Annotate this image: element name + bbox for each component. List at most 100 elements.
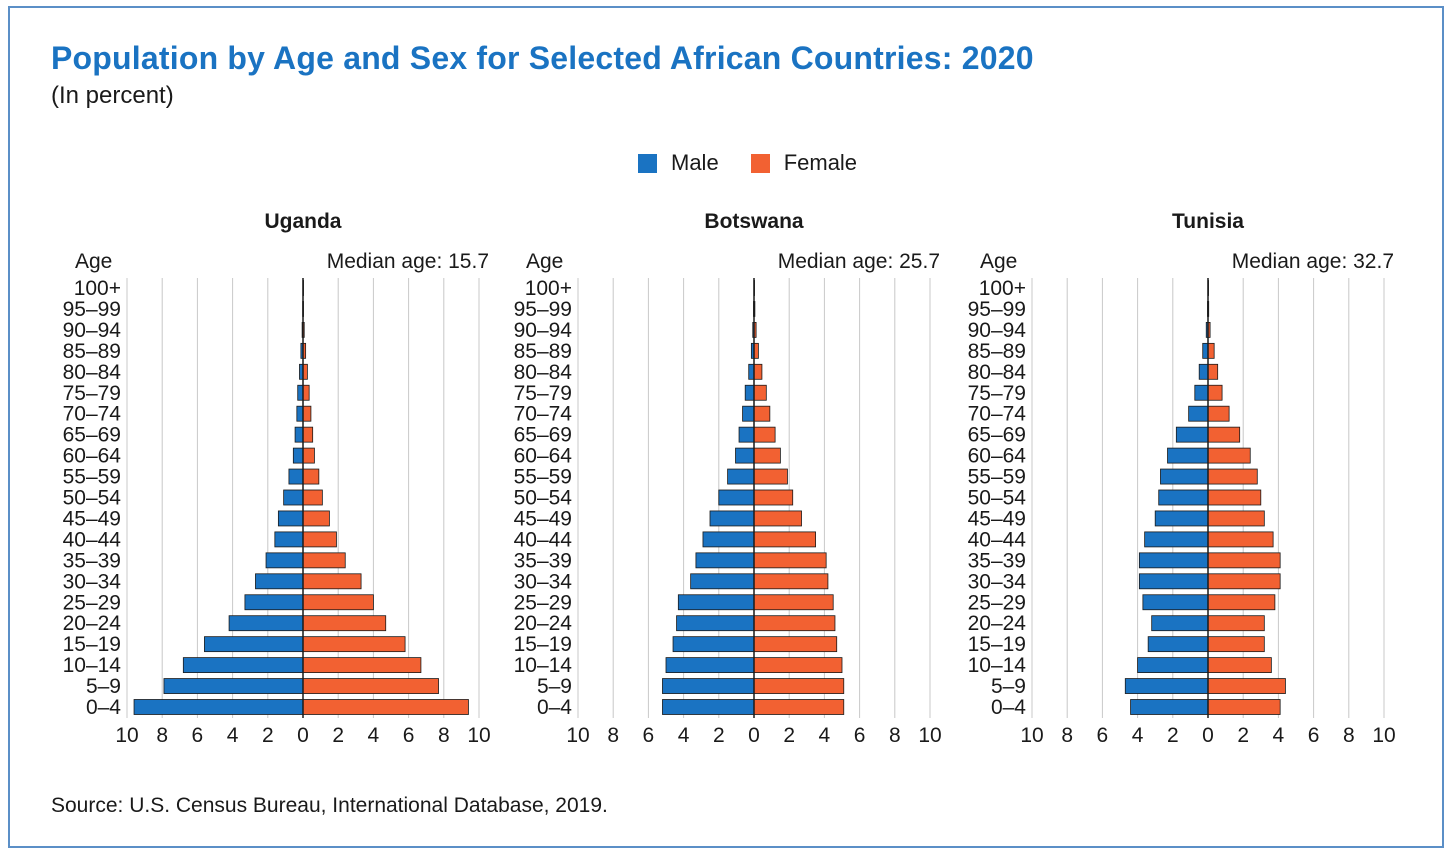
tunisia-age-label: 35–39 — [968, 549, 1026, 572]
tunisia-male-bar-45-49 — [1154, 510, 1209, 527]
botswana-male-bar-70-74 — [742, 405, 755, 422]
tunisia-female-bar-70-74 — [1207, 405, 1230, 422]
tunisia-age-label: 15–19 — [968, 633, 1026, 656]
tunisia-female-bar-65-69 — [1207, 426, 1241, 443]
tunisia-age-label: 60–64 — [968, 445, 1027, 468]
uganda-male-bar-35-39 — [265, 552, 304, 569]
legend-swatch-female — [750, 153, 770, 173]
botswana-female-bar-30-34 — [753, 573, 829, 590]
tunisia-male-bar-35-39 — [1138, 552, 1209, 569]
tunisia-male-bar-80-84 — [1198, 363, 1209, 380]
uganda-male-bar-5-9 — [163, 678, 304, 694]
legend-label-female: Female — [783, 150, 858, 175]
tunisia-x-tick-label: 2 — [1167, 724, 1179, 747]
tunisia-male-bar-15-19 — [1147, 636, 1209, 653]
uganda-female-bar-20-24 — [302, 615, 387, 632]
botswana-x-tick-label: 2 — [713, 724, 725, 747]
uganda-female-bar-15-19 — [302, 636, 406, 653]
botswana-male-bar-75-79 — [744, 384, 755, 401]
uganda-age-label: 50–54 — [63, 487, 122, 510]
tunisia-female-bar-5-9 — [1207, 678, 1286, 694]
uganda-age-label: 90–94 — [63, 319, 122, 342]
botswana-x-tick-label: 6 — [854, 724, 866, 747]
botswana-male-bar-20-24 — [676, 615, 755, 632]
uganda-x-tick-label: 8 — [438, 724, 450, 747]
botswana-age-label: 50–54 — [514, 487, 573, 510]
botswana-male-bar-5-9 — [662, 678, 755, 694]
uganda-x-tick-label: 4 — [368, 724, 380, 747]
botswana-male-bar-30-34 — [690, 573, 755, 590]
botswana-age-label: 20–24 — [514, 612, 573, 635]
tunisia-x-tick-label: 10 — [1372, 724, 1395, 747]
uganda-age-label: 25–29 — [63, 591, 121, 614]
uganda-chart-title: Uganda — [264, 210, 341, 233]
tunisia-male-bar-55-59 — [1160, 468, 1209, 485]
uganda-male-bar-60-64 — [292, 447, 304, 464]
botswana-age-label: 60–64 — [514, 445, 573, 468]
botswana-male-bar-35-39 — [695, 552, 755, 569]
uganda-male-bar-70-74 — [296, 405, 304, 422]
uganda-age-label: 20–24 — [63, 612, 122, 635]
legend-swatch-male — [638, 153, 657, 173]
botswana-male-bar-80-84 — [748, 363, 755, 380]
tunisia-male-bar-85-89 — [1202, 342, 1209, 359]
botswana-age-label: 100+ — [525, 277, 572, 300]
tunisia-female-bar-20-24 — [1207, 615, 1265, 632]
botswana-age-label: 45–49 — [514, 507, 572, 530]
botswana-age-label: 5–9 — [537, 675, 572, 698]
botswana-female-bar-15-19 — [753, 636, 838, 653]
tunisia-age-axis-label: Age — [980, 250, 1017, 273]
tunisia-male-bar-30-34 — [1138, 573, 1209, 590]
uganda-male-bar-15-19 — [204, 636, 304, 653]
tunisia-age-label: 40–44 — [968, 528, 1027, 551]
botswana-x-tick-label: 4 — [678, 724, 690, 747]
uganda-age-label: 85–89 — [63, 340, 121, 363]
botswana-female-bar-75-79 — [753, 384, 767, 401]
botswana-age-label: 0–4 — [537, 696, 572, 719]
tunisia-x-tick-label: 8 — [1343, 724, 1355, 747]
botswana-age-label: 90–94 — [514, 319, 573, 342]
botswana-male-bar-10-14 — [665, 657, 755, 673]
botswana-chart-title: Botswana — [704, 210, 804, 233]
tunisia-age-label: 100+ — [979, 277, 1026, 300]
botswana-male-bar-50-54 — [718, 489, 755, 506]
botswana-age-axis-label: Age — [526, 250, 563, 273]
tunisia-male-bar-65-69 — [1175, 426, 1209, 443]
uganda-x-tick-label: 6 — [192, 724, 204, 747]
tunisia-age-label: 65–69 — [968, 424, 1026, 447]
tunisia-male-bar-5-9 — [1124, 678, 1209, 694]
figure-frame — [8, 6, 1444, 848]
uganda-age-label: 65–69 — [63, 424, 121, 447]
botswana-age-label: 10–14 — [514, 654, 573, 677]
botswana-female-bar-80-84 — [753, 363, 763, 380]
uganda-male-bar-40-44 — [274, 531, 304, 548]
legend-item-female: Female — [750, 150, 858, 176]
botswana-median-age: Median age: 25.7 — [778, 250, 940, 273]
source-note: Source: U.S. Census Bureau, Internationa… — [51, 794, 608, 817]
botswana-female-bar-55-59 — [753, 468, 788, 485]
tunisia-chart-title: Tunisia — [1172, 210, 1244, 233]
tunisia-x-tick-label: 4 — [1132, 724, 1144, 747]
botswana-x-tick-label: 6 — [643, 724, 655, 747]
uganda-age-label: 5–9 — [86, 675, 121, 698]
botswana-male-bar-0-4 — [662, 699, 755, 715]
tunisia-female-bar-85-89 — [1207, 342, 1215, 359]
tunisia-female-bar-80-84 — [1207, 363, 1219, 380]
uganda-female-bar-40-44 — [302, 531, 337, 548]
uganda-age-label: 70–74 — [63, 403, 122, 426]
tunisia-female-bar-10-14 — [1207, 657, 1272, 673]
botswana-male-bar-55-59 — [727, 468, 755, 485]
uganda-age-label: 100+ — [74, 277, 121, 300]
uganda-male-bar-45-49 — [277, 510, 304, 527]
tunisia-male-bar-50-54 — [1158, 489, 1209, 506]
tunisia-male-bar-70-74 — [1188, 405, 1209, 422]
botswana-x-tick-label: 4 — [819, 724, 831, 747]
botswana-age-label: 30–34 — [514, 570, 573, 593]
uganda-male-bar-10-14 — [182, 657, 304, 673]
tunisia-age-label: 85–89 — [968, 340, 1026, 363]
tunisia-x-tick-label: 6 — [1097, 724, 1109, 747]
tunisia-age-label: 5–9 — [991, 675, 1026, 698]
uganda-x-tick-label: 8 — [156, 724, 168, 747]
uganda-x-tick-label: 10 — [115, 724, 138, 747]
tunisia-age-label: 30–34 — [968, 570, 1027, 593]
